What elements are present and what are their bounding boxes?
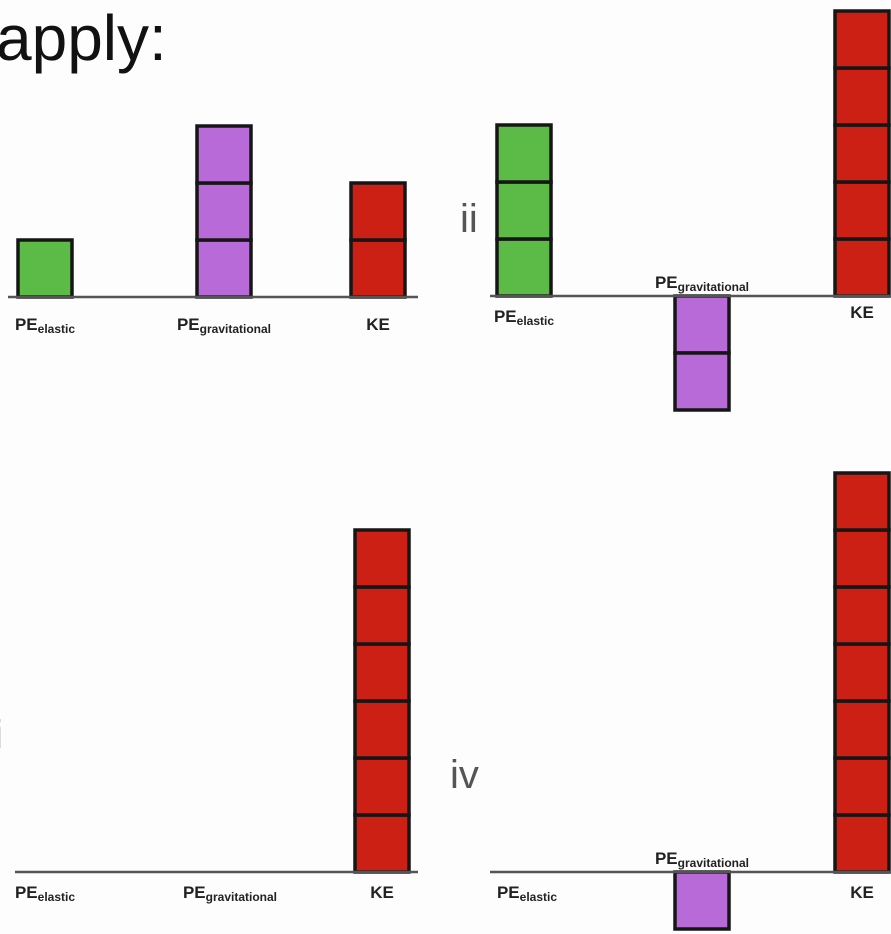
chart-4-numeral: iv <box>450 753 479 797</box>
label-ke: KE <box>850 883 874 902</box>
label-ke: KE <box>366 315 390 334</box>
bar-ke-block <box>833 756 891 817</box>
bar-ke-block <box>833 813 891 874</box>
bar-ke-block <box>353 813 411 874</box>
chart-4: iv PEelastic PEgravitational KE <box>450 471 891 931</box>
bar-pe-gravitational-block <box>673 870 731 931</box>
bar-pe-elastic-block <box>495 123 553 184</box>
chart-1: PEelastic PEgravitational KE <box>8 124 418 336</box>
bar-ke-block <box>353 699 411 760</box>
label-pe-gravitational: PEgravitational <box>183 883 277 904</box>
label-pe-gravitational: PEgravitational <box>655 849 749 870</box>
bar-pe-elastic-block <box>495 237 553 298</box>
bar-pe-gravitational-block <box>195 124 253 185</box>
bar-ke-block <box>349 238 407 299</box>
label-pe-elastic: PEelastic <box>15 883 75 904</box>
chart-2-numeral: ii <box>460 197 478 241</box>
chart-3-numeral: i <box>0 713 3 757</box>
page-heading: apply: <box>0 2 167 74</box>
bar-ke-block <box>833 66 891 127</box>
label-pe-elastic: PEelastic <box>497 883 557 904</box>
label-ke: KE <box>370 883 394 902</box>
bar-ke-block <box>349 181 407 242</box>
bar-ke-block <box>833 699 891 760</box>
chart-2: ii PEelastic PEgravitational KE <box>460 9 891 412</box>
label-pe-elastic: PEelastic <box>494 307 554 328</box>
bar-ke-block <box>353 528 411 589</box>
bar-pe-gravitational-block <box>673 294 731 355</box>
bar-pe-gravitational-block <box>195 238 253 299</box>
bar-pe-gravitational-block <box>195 181 253 242</box>
chart-3: i PEelastic PEgravitational KE <box>0 528 418 904</box>
bar-ke-block <box>833 528 891 589</box>
bar-ke-block <box>833 585 891 646</box>
bar-ke-block <box>353 585 411 646</box>
bar-ke-block <box>353 756 411 817</box>
bar-pe-gravitational-block <box>673 351 731 412</box>
bar-pe-elastic-block <box>16 238 74 299</box>
bar-ke-block <box>353 642 411 703</box>
bar-pe-elastic-block <box>495 180 553 241</box>
bar-ke-block <box>833 180 891 241</box>
bar-ke-block <box>833 471 891 532</box>
bar-ke-block <box>833 642 891 703</box>
label-pe-elastic: PEelastic <box>15 315 75 336</box>
label-ke: KE <box>850 303 874 322</box>
bar-ke-block <box>833 123 891 184</box>
label-pe-gravitational: PEgravitational <box>655 273 749 294</box>
label-pe-gravitational: PEgravitational <box>177 315 271 336</box>
bar-ke-block <box>833 9 891 70</box>
bar-ke-block <box>833 237 891 298</box>
